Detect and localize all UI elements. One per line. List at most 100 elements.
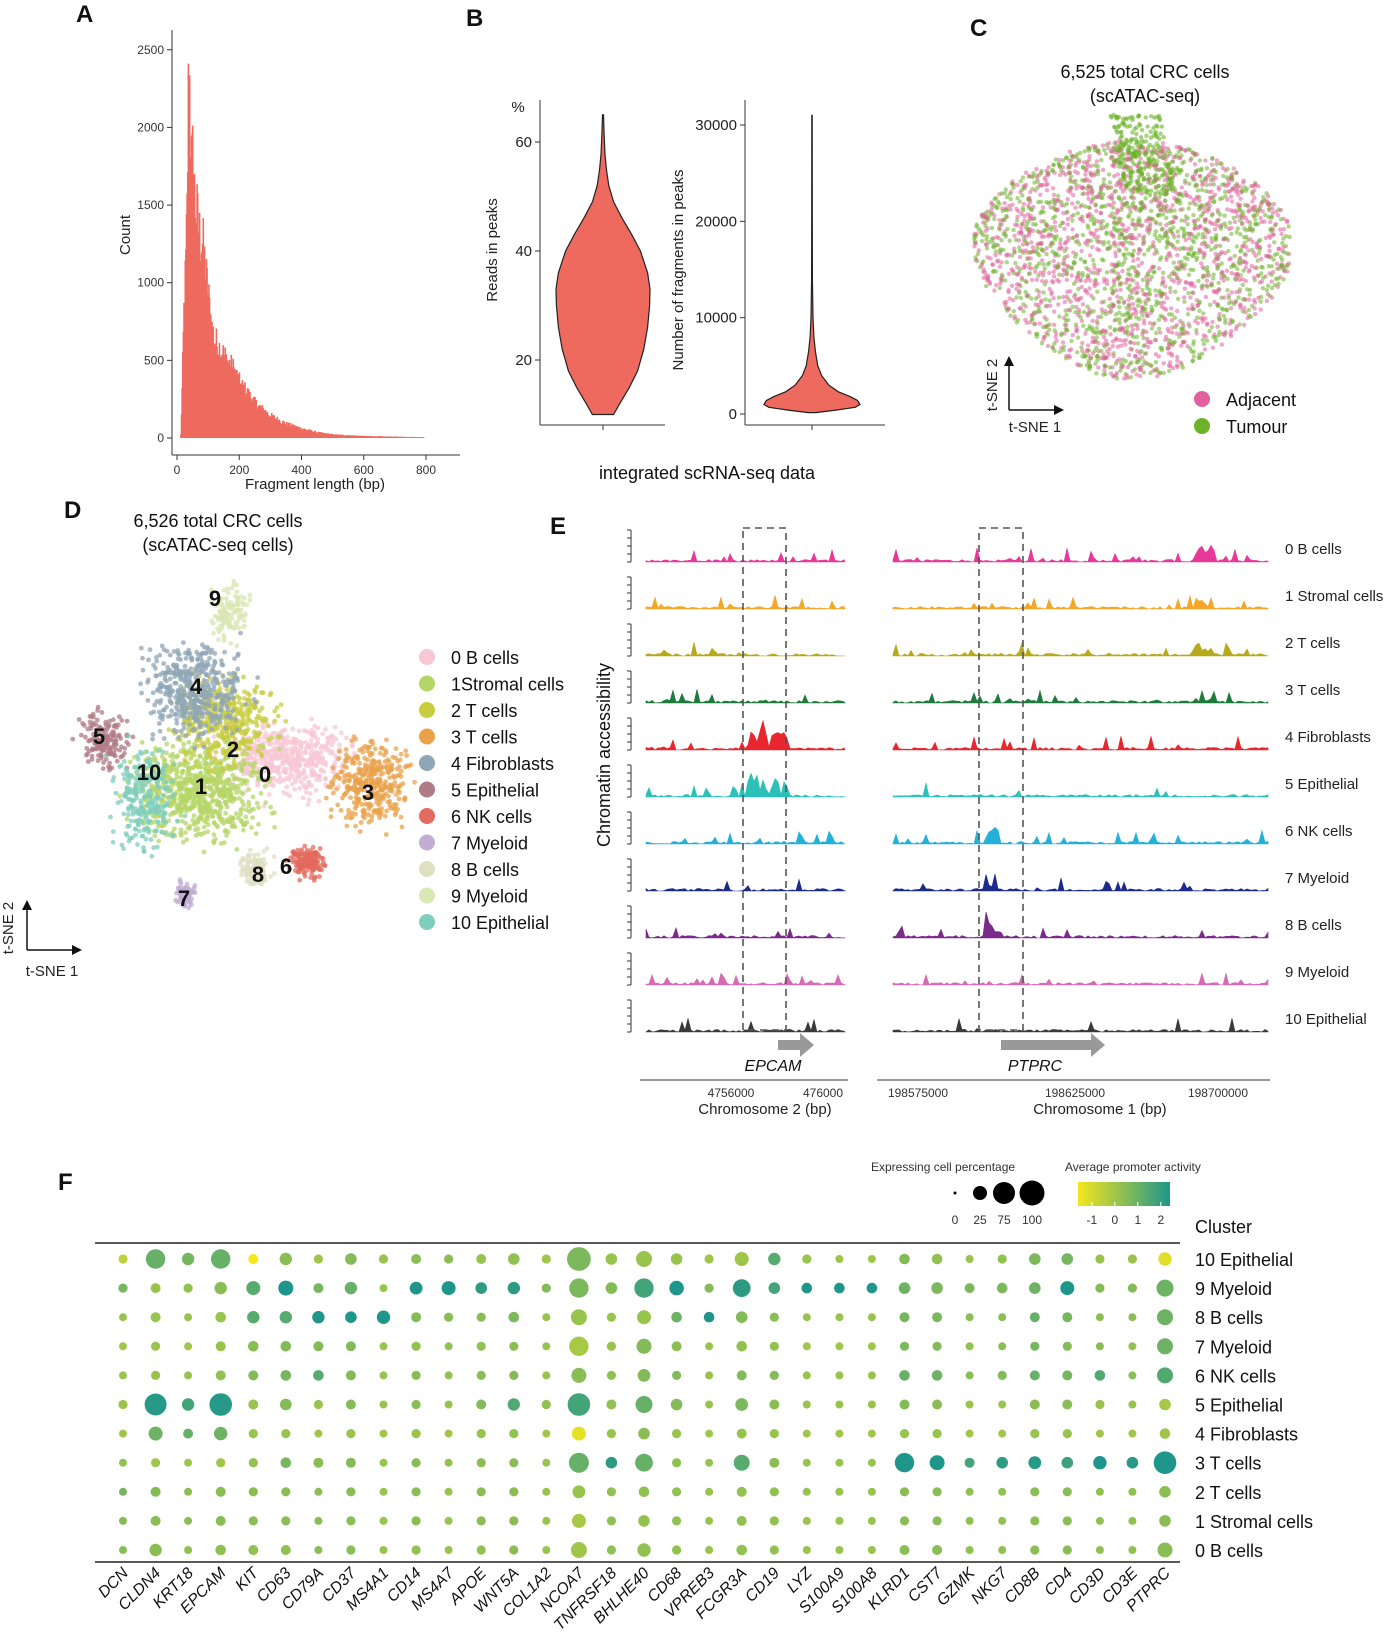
tsne-point-adjacent bbox=[1215, 257, 1221, 262]
tsne-point-adjacent bbox=[1088, 170, 1093, 175]
tsne-point-adjacent bbox=[1230, 209, 1236, 214]
tsne-point-tumour bbox=[1191, 251, 1197, 256]
tsne-point-adjacent bbox=[1068, 299, 1073, 304]
tsne-point-tumour bbox=[1191, 342, 1196, 347]
tsne-point-tumour bbox=[1095, 149, 1100, 154]
tsne-point-tumour bbox=[1138, 182, 1144, 188]
tsne-point-adjacent bbox=[1029, 240, 1034, 245]
legend-swatch bbox=[1194, 418, 1210, 434]
tsne-point-tumour bbox=[1070, 218, 1075, 223]
tsne-point-adjacent bbox=[1111, 241, 1117, 246]
tsne-point-tumour bbox=[1003, 278, 1008, 283]
tsne-point-adjacent bbox=[1251, 250, 1256, 255]
cluster-point bbox=[182, 804, 188, 810]
tsne-point-adjacent bbox=[1166, 351, 1172, 356]
tsne-point-adjacent bbox=[1145, 280, 1150, 285]
tsne-point-adjacent bbox=[1051, 192, 1057, 198]
tsne-point-tumour bbox=[1113, 312, 1119, 317]
cluster-point bbox=[178, 833, 184, 838]
cluster-point bbox=[290, 773, 295, 779]
tsne-point-adjacent bbox=[1137, 233, 1142, 238]
tsne-point-tumour bbox=[1159, 290, 1165, 296]
tsne-point-adjacent bbox=[1234, 170, 1239, 176]
tsne-point-tumour bbox=[1052, 235, 1057, 240]
tsne-point-tumour bbox=[1184, 173, 1190, 178]
tsne-point-tumour bbox=[1258, 299, 1263, 304]
tsne-point-tumour bbox=[1178, 192, 1184, 197]
cluster-point bbox=[258, 790, 264, 796]
tsne-point-adjacent bbox=[1030, 245, 1036, 250]
cluster-point bbox=[227, 764, 233, 770]
tsne-point-tumour bbox=[1078, 257, 1084, 262]
cluster-point bbox=[218, 841, 224, 846]
tsne-point-adjacent bbox=[1040, 205, 1046, 210]
tsne-point-tumour bbox=[1151, 125, 1156, 131]
cluster-point bbox=[247, 698, 253, 703]
y-axis-title: Count bbox=[117, 214, 134, 255]
tsne-point-tumour bbox=[1052, 214, 1058, 219]
tsne-point-tumour bbox=[1278, 263, 1283, 269]
cluster-point bbox=[216, 787, 221, 792]
tsne-point-tumour bbox=[1186, 206, 1191, 211]
tsne-point-adjacent bbox=[1177, 145, 1183, 151]
y-tick-label: 40 bbox=[515, 243, 532, 260]
cluster-point bbox=[253, 720, 259, 725]
tsne-point-tumour bbox=[1239, 212, 1244, 217]
tsne-point-tumour bbox=[1161, 370, 1167, 376]
tsne-point-tumour bbox=[1081, 323, 1086, 328]
cluster-point bbox=[310, 732, 315, 738]
tsne-point-adjacent bbox=[1023, 317, 1028, 323]
panel-d-tsne-clusters: 6,526 total CRC cells (scATAC-seq cells) … bbox=[0, 511, 564, 980]
tsne-point-tumour bbox=[1197, 352, 1202, 357]
tsne-point-adjacent bbox=[1144, 292, 1149, 297]
tsne-point-tumour bbox=[1272, 240, 1277, 245]
tsne-point-tumour bbox=[1219, 261, 1224, 266]
tsne-point-adjacent bbox=[1145, 225, 1150, 230]
tsne-point-adjacent bbox=[1250, 199, 1255, 204]
tsne-point-adjacent bbox=[1216, 185, 1221, 190]
tsne-point-adjacent bbox=[1079, 217, 1084, 222]
tsne-point-tumour bbox=[1116, 144, 1122, 149]
cluster-point bbox=[302, 750, 308, 756]
tsne-point-tumour bbox=[1092, 220, 1097, 225]
tsne-point-tumour bbox=[1133, 226, 1138, 231]
tsne-point-tumour bbox=[1269, 272, 1274, 277]
tsne-point-tumour bbox=[1080, 191, 1085, 197]
tsne-point-adjacent bbox=[1254, 245, 1260, 250]
cluster-point bbox=[265, 723, 271, 729]
cluster-point bbox=[313, 788, 319, 793]
tsne-point-tumour bbox=[1235, 226, 1241, 231]
tsne-point-tumour bbox=[1247, 292, 1252, 297]
cluster-point bbox=[272, 810, 277, 815]
tsne-point-adjacent bbox=[1175, 253, 1180, 258]
tsne-point-adjacent bbox=[1106, 140, 1112, 146]
cluster-point bbox=[237, 795, 242, 801]
tsne-point-adjacent bbox=[1100, 143, 1105, 148]
tsne-point-adjacent bbox=[1127, 157, 1132, 162]
tsne-point-adjacent bbox=[1085, 161, 1090, 167]
tsne-point-adjacent bbox=[1135, 326, 1140, 331]
tsne-point-adjacent bbox=[1118, 185, 1124, 191]
tsne-point-adjacent bbox=[1039, 258, 1045, 263]
cluster-point bbox=[329, 742, 335, 748]
cluster-point bbox=[292, 786, 298, 792]
tsne-point-adjacent bbox=[1185, 344, 1190, 349]
tsne-point-tumour bbox=[1136, 161, 1142, 166]
cluster-point bbox=[316, 798, 322, 804]
tsne-point-tumour bbox=[1197, 299, 1202, 304]
tsne-point-tumour bbox=[1100, 204, 1105, 209]
cluster-point bbox=[252, 760, 258, 766]
tsne-point-tumour bbox=[1045, 262, 1051, 267]
x-tick-label: 800 bbox=[416, 463, 436, 477]
tsne-point-tumour bbox=[1223, 194, 1228, 199]
tsne-point-adjacent bbox=[1069, 273, 1074, 278]
tsne-point-tumour bbox=[1119, 232, 1125, 237]
tsne-point-adjacent bbox=[1071, 250, 1076, 255]
tsne-point-adjacent bbox=[1203, 294, 1209, 300]
tsne-point-tumour bbox=[1280, 241, 1285, 246]
tsne-point-tumour bbox=[1276, 281, 1281, 286]
tsne-point-adjacent bbox=[1270, 210, 1275, 216]
tsne-point-tumour bbox=[1194, 257, 1199, 263]
tsne-point-adjacent bbox=[1107, 213, 1113, 219]
